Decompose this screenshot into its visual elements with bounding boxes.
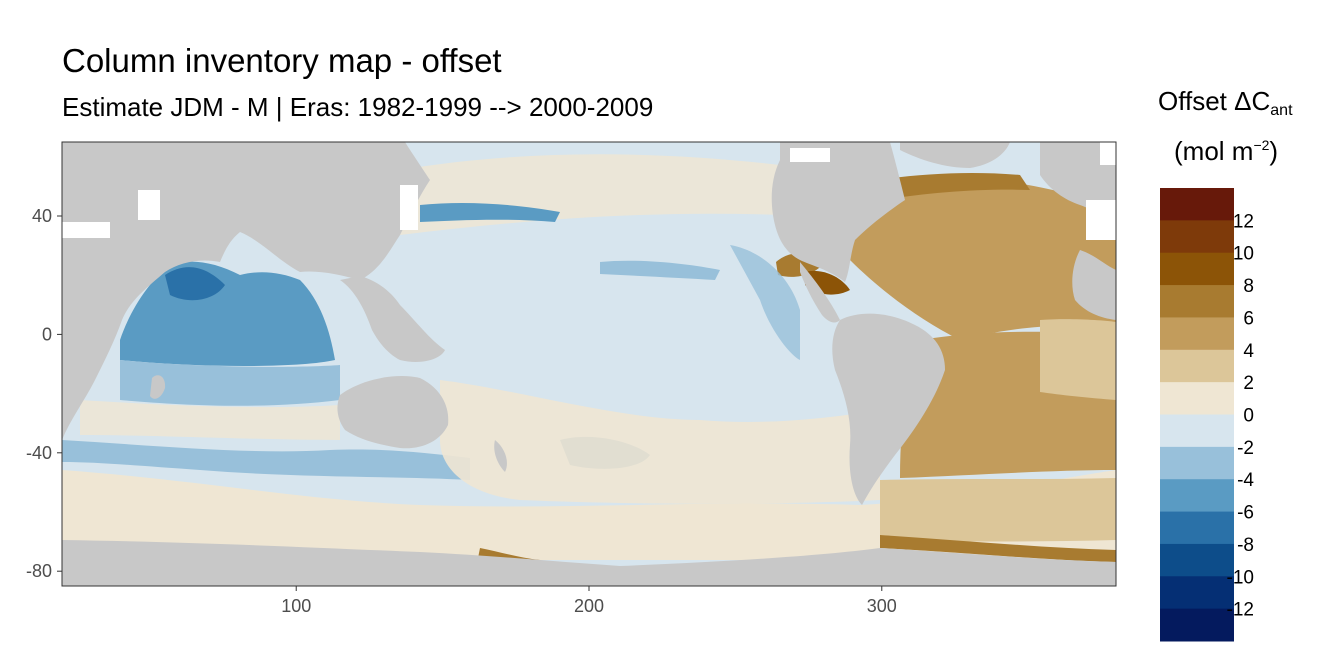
no-data-patches: [62, 142, 1116, 240]
legend-swatch: [1160, 479, 1234, 513]
east-pacific-blue: [730, 245, 800, 360]
chart-subtitle: Estimate JDM - M | Eras: 1982-1999 --> 2…: [62, 92, 654, 122]
legend-label: 12: [1233, 211, 1254, 232]
indian-ocean-mid: [120, 360, 340, 406]
arabian-sea-core: [165, 267, 225, 301]
kuroshio-stripe: [420, 202, 560, 222]
south-pacific-beige: [440, 380, 880, 504]
land-madagascar: [150, 375, 166, 399]
legend-label: 8: [1243, 276, 1254, 297]
legend-swatch: [1160, 446, 1234, 480]
legend-swatch: [1160, 220, 1234, 254]
land-south-america: [832, 313, 945, 505]
legend-unit-sup: −2: [1253, 137, 1270, 153]
legend-label: 2: [1243, 373, 1254, 394]
legend-title-sub: ant: [1270, 102, 1293, 119]
southern-ocean-stripe: [62, 440, 470, 480]
x-tick-label: 300: [867, 596, 897, 616]
land-new-zealand: [494, 440, 507, 472]
chart-title: Column inventory map - offset: [62, 42, 502, 79]
atlantic-southern-ocean: [880, 478, 1116, 542]
legend-swatch: [1160, 608, 1234, 642]
legend-title: Offset ΔCant: [1158, 86, 1293, 120]
weddell-margin: [880, 535, 1116, 562]
legend-swatch: [1160, 285, 1234, 318]
land-asia: [240, 142, 430, 280]
land-north-america: [771, 142, 905, 282]
legend-label: -4: [1237, 470, 1254, 491]
legend-swatch: [1160, 576, 1234, 610]
x-tick-label: 100: [281, 596, 311, 616]
legend-label: 0: [1243, 406, 1254, 427]
legend-colorbar: 12 10 8 6 4 2 0 -2 -4 -6 -8 -10 -12: [1160, 188, 1254, 642]
land-australia: [337, 375, 449, 449]
indian-ocean-south-beige: [80, 400, 340, 440]
legend-label: -12: [1227, 600, 1254, 621]
legend-label: 10: [1233, 244, 1254, 265]
southern-band: [62, 470, 1116, 560]
land-africa: [62, 142, 240, 440]
legend-swatch: [1160, 349, 1234, 383]
x-tick-label: 200: [574, 596, 604, 616]
land-west-africa: [1072, 250, 1116, 320]
legend-label: -6: [1237, 503, 1254, 524]
land-central-america: [800, 262, 840, 323]
legend-swatch: [1160, 188, 1234, 221]
legend-swatch: [1160, 511, 1234, 545]
legend-unit: (mol m−2): [1174, 136, 1278, 167]
legend-label: 4: [1243, 341, 1254, 362]
north-atlantic: [840, 180, 1116, 340]
y-tick-label: 0: [42, 324, 52, 344]
legend-unit-suffix: ): [1269, 136, 1279, 166]
land-masses: [62, 142, 1116, 586]
south-atlantic-east: [1040, 319, 1116, 400]
y-tick-label: -80: [26, 561, 52, 581]
legend-unit-prefix: (mol m: [1174, 136, 1254, 166]
legend-label: -2: [1237, 438, 1254, 459]
legend-title-main: Offset ΔC: [1158, 86, 1271, 116]
map-panel: [62, 142, 1116, 586]
land-greenland: [900, 142, 1010, 168]
legend-swatch: [1160, 317, 1234, 351]
y-tick-label: 40: [32, 206, 52, 226]
legend-swatch: [1160, 252, 1234, 286]
legend-swatch: [1160, 414, 1234, 448]
legend-swatch: [1160, 382, 1234, 415]
land-antarctica: [62, 540, 1116, 586]
y-tick-label: -40: [26, 443, 52, 463]
north-pacific-patch: [600, 260, 720, 280]
legend-label: -8: [1237, 535, 1254, 556]
legend-label: -10: [1227, 567, 1254, 588]
land-indonesia: [340, 276, 445, 362]
legend-swatch: [1160, 543, 1234, 577]
legend-label: 6: [1243, 308, 1254, 329]
